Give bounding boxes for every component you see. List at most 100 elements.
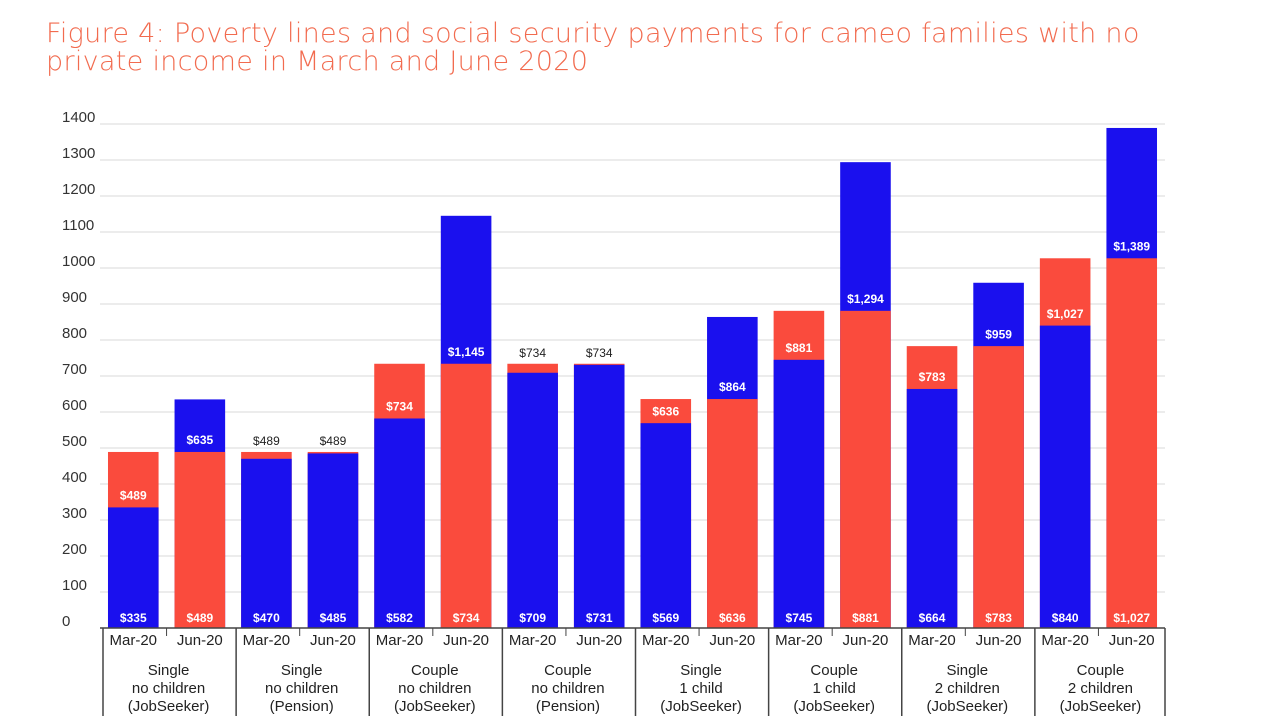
y-tick-label: 1300	[62, 145, 95, 162]
group-label: (Pension)	[536, 698, 600, 715]
bar	[174, 451, 226, 628]
group-label: no children	[531, 680, 604, 697]
value-label: $1,294	[847, 292, 884, 306]
value-label: $864	[719, 380, 746, 394]
value-label: $783	[985, 611, 1012, 625]
x-tick-label: Mar-20	[775, 632, 823, 649]
group-label: Single	[281, 662, 323, 679]
value-label: $734	[519, 346, 546, 360]
x-tick-label: Mar-20	[110, 632, 158, 649]
group-label: Couple	[810, 662, 858, 679]
x-tick-label: Jun-20	[177, 632, 223, 649]
chart-title: Figure 4: Poverty lines and social secur…	[46, 18, 1140, 77]
value-label: $881	[786, 341, 813, 355]
group-label: 1 child	[813, 680, 856, 697]
value-label: $709	[519, 611, 546, 625]
bar	[374, 418, 425, 628]
group-label: (JobSeeker)	[793, 698, 875, 715]
bar	[973, 346, 1024, 628]
x-tick-label: Mar-20	[908, 632, 956, 649]
value-label: $1,145	[448, 345, 485, 359]
group-label: Couple	[411, 662, 459, 679]
y-tick-label: 900	[62, 289, 87, 306]
y-tick-label: 100	[62, 577, 87, 594]
group-label: Couple	[544, 662, 592, 679]
x-tick-label: Jun-20	[310, 632, 356, 649]
value-label: $1,027	[1113, 611, 1150, 625]
x-tick-label: Jun-20	[443, 632, 489, 649]
bar	[840, 310, 891, 628]
value-label: $489	[186, 611, 213, 625]
value-label: $783	[919, 370, 946, 384]
value-label: $335	[120, 611, 147, 625]
value-label: $734	[453, 611, 480, 625]
group-label: Single	[946, 662, 988, 679]
value-label: $489	[320, 434, 347, 448]
bar	[440, 363, 492, 628]
bar	[1039, 325, 1091, 628]
y-tick-label: 600	[62, 397, 87, 414]
group-label: Single	[680, 662, 722, 679]
bar	[1106, 258, 1158, 628]
value-label: $734	[386, 400, 413, 414]
value-label: $1,027	[1047, 307, 1084, 321]
group-label: 2 children	[935, 680, 1000, 697]
x-tick-label: Jun-20	[976, 632, 1022, 649]
group-label: 1 child	[679, 680, 722, 697]
value-label: $664	[919, 611, 946, 625]
value-label: $1,389	[1113, 239, 1150, 253]
value-label: $959	[985, 327, 1012, 341]
y-tick-label: 400	[62, 469, 87, 486]
y-tick-label: 200	[62, 541, 87, 558]
y-tick-label: 0	[62, 613, 70, 630]
x-tick-label: Jun-20	[1109, 632, 1155, 649]
group-label: (JobSeeker)	[128, 698, 210, 715]
value-label: $840	[1052, 611, 1079, 625]
group-label: 2 children	[1068, 680, 1133, 697]
group-label: no children	[132, 680, 205, 697]
bar	[307, 453, 359, 628]
value-label: $569	[652, 611, 679, 625]
value-label: $485	[320, 611, 347, 625]
group-label: Couple	[1077, 662, 1125, 679]
x-tick-label: Mar-20	[509, 632, 557, 649]
x-tick-label: Mar-20	[1041, 632, 1089, 649]
bar	[906, 388, 958, 628]
value-label: $881	[852, 611, 879, 625]
value-label: $582	[386, 611, 413, 625]
value-label: $489	[120, 489, 147, 503]
y-tick-label: 1100	[62, 217, 94, 234]
group-label: (Pension)	[270, 698, 334, 715]
y-tick-label: 300	[62, 505, 87, 522]
x-tick-label: Mar-20	[376, 632, 424, 649]
bar	[241, 458, 292, 628]
bar	[107, 507, 159, 628]
bar	[573, 364, 625, 628]
y-tick-label: 1200	[62, 181, 95, 198]
bar	[773, 359, 825, 628]
group-label: (JobSeeker)	[926, 698, 1008, 715]
group-label: no children	[265, 680, 338, 697]
group-label: (JobSeeker)	[1060, 698, 1142, 715]
y-tick-label: 700	[62, 361, 87, 378]
value-label: $734	[586, 346, 613, 360]
value-label: $489	[253, 434, 280, 448]
bar	[507, 372, 558, 628]
x-tick-label: Mar-20	[243, 632, 291, 649]
group-label: Single	[148, 662, 190, 679]
value-label: $745	[786, 611, 813, 625]
group-label: (JobSeeker)	[660, 698, 742, 715]
x-tick-label: Jun-20	[843, 632, 889, 649]
x-tick-label: Jun-20	[576, 632, 622, 649]
y-tick-label: 1000	[62, 253, 95, 270]
value-label: $635	[186, 433, 213, 447]
value-label: $731	[586, 611, 613, 625]
y-tick-label: 800	[62, 325, 87, 342]
group-label: no children	[398, 680, 471, 697]
bar	[640, 423, 692, 628]
y-tick-label: 1400	[62, 109, 95, 126]
group-label: (JobSeeker)	[394, 698, 476, 715]
y-tick-label: 500	[62, 433, 87, 450]
